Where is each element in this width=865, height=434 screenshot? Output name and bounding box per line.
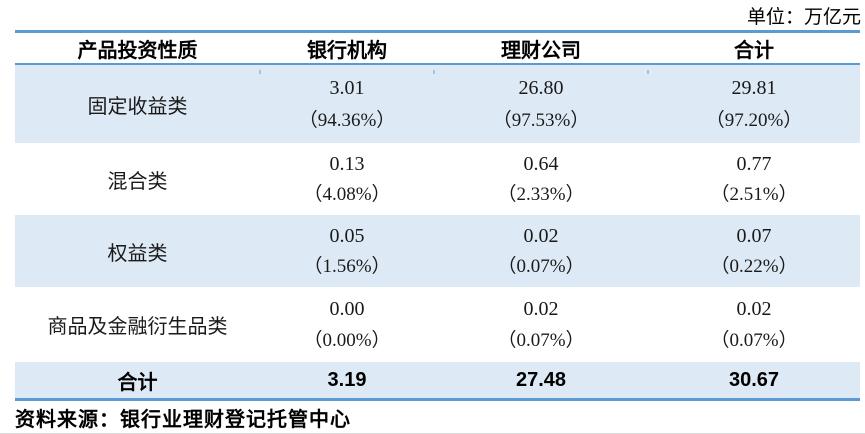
table-cell: 3.01 （94.36%） — [260, 65, 434, 143]
cell-value: 0.07 — [736, 225, 772, 247]
table-cell: 0.02 （0.07%） — [434, 215, 648, 287]
total-cell-total: 30.67 — [728, 368, 780, 391]
table-cell: 29.81 （97.20%） — [648, 65, 860, 143]
cell-percent: （0.00%） — [303, 330, 391, 351]
cell-percent: （0.22%） — [710, 256, 798, 277]
cell-value: 26.80 — [518, 77, 564, 99]
table-row-mixed: 混合类 0.13 （4.08%） 0.64 （2.33%） 0.77 （2.51… — [15, 143, 860, 215]
cell-border-tick — [259, 70, 261, 74]
column-header-product-type: 产品投资性质 — [77, 39, 198, 62]
data-table: 产品投资性质 银行机构 理财公司 合计 固定收益类 3.01 （94.36%） … — [15, 30, 860, 401]
column-header-wm-company: 理财公司 — [501, 39, 581, 62]
cell-percent: （97.20%） — [705, 110, 803, 131]
cell-value: 0.13 — [329, 153, 365, 175]
table-cell: 0.77 （2.51%） — [648, 143, 860, 215]
cell-percent: （94.36%） — [298, 110, 396, 131]
table-header-row: 产品投资性质 银行机构 理财公司 合计 — [15, 33, 860, 65]
table-row-equity: 权益类 0.05 （1.56%） 0.02 （0.07%） 0.07 （0.22… — [15, 215, 860, 287]
cell-value: 3.01 — [329, 77, 365, 99]
row-label: 混合类 — [107, 170, 168, 193]
cell-value: 0.05 — [329, 225, 365, 247]
table-row-commodity-derivatives: 商品及金融衍生品类 0.00 （0.00%） 0.02 （0.07%） 0.02… — [15, 287, 860, 362]
cell-percent: （0.07%） — [710, 330, 798, 351]
table-cell: 0.13 （4.08%） — [260, 143, 434, 215]
cell-percent: （2.51%） — [710, 184, 798, 205]
table-cell: 0.05 （1.56%） — [260, 215, 434, 287]
cell-value: 0.02 — [736, 298, 772, 320]
column-header-bank: 银行机构 — [307, 39, 387, 62]
cell-percent: （1.56%） — [303, 256, 391, 277]
unit-label: 单位：万亿元 — [746, 6, 861, 28]
total-cell-bank: 3.19 — [327, 368, 367, 391]
cell-border-tick — [433, 70, 435, 74]
cell-percent: （4.08%） — [303, 184, 391, 205]
row-label: 商品及金融衍生品类 — [47, 316, 228, 338]
total-row-label: 合计 — [117, 371, 158, 394]
cell-percent: （97.53%） — [492, 110, 590, 131]
table-total-row: 合计 3.19 27.48 30.67 — [15, 362, 860, 398]
table-cell: 0.00 （0.00%） — [260, 287, 434, 362]
cell-percent: （0.07%） — [497, 256, 585, 277]
row-label: 权益类 — [107, 242, 168, 265]
table-cell: 0.02 （0.07%） — [648, 287, 860, 362]
column-header-total: 合计 — [734, 39, 774, 62]
total-cell-wm-company: 27.48 — [515, 368, 567, 391]
cell-value: 29.81 — [731, 77, 777, 99]
cell-percent: （2.33%） — [497, 184, 585, 205]
cell-border-tick — [647, 70, 649, 74]
table-cell: 0.07 （0.22%） — [648, 215, 860, 287]
table-cell: 0.64 （2.33%） — [434, 143, 648, 215]
table-row-fixed-income: 固定收益类 3.01 （94.36%） 26.80 （97.53%） 29.81… — [15, 65, 860, 143]
table-cell: 26.80 （97.53%） — [434, 65, 648, 143]
cell-value: 0.02 — [523, 298, 559, 320]
source-note: 资料来源：银行业理财登记托管中心 — [0, 401, 865, 434]
cell-value: 0.00 — [329, 298, 365, 320]
cell-value: 0.77 — [736, 153, 772, 175]
table-cell: 0.02 （0.07%） — [434, 287, 648, 362]
cell-percent: （0.07%） — [497, 330, 585, 351]
cell-value: 0.02 — [523, 225, 559, 247]
cell-value: 0.64 — [523, 153, 559, 175]
row-label: 固定收益类 — [87, 95, 188, 118]
